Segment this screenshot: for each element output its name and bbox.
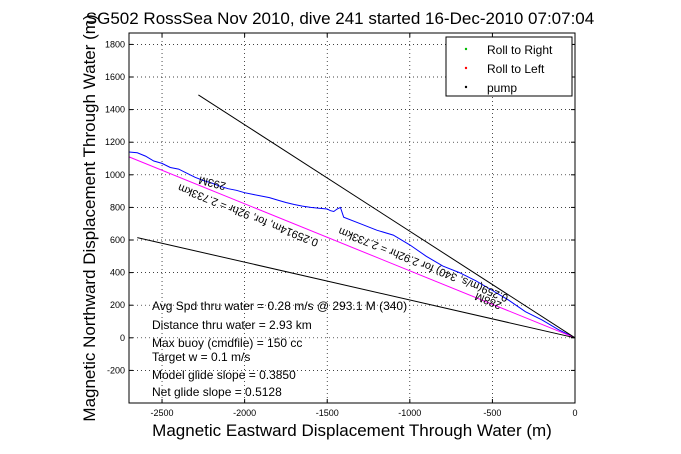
- y-tick-label: 1000: [105, 170, 125, 180]
- y-tick-label: 1600: [105, 72, 125, 82]
- legend-box: [445, 36, 573, 97]
- info-model-glide-slope: Model glide slope = 0.3850: [152, 368, 296, 382]
- y-tick-label: 0: [120, 333, 125, 343]
- info-max-buoy: Max buoy (cmdfile) = 150 cc: [152, 336, 302, 350]
- legend-marker: [464, 66, 468, 70]
- y-tick-label: 1400: [105, 105, 125, 115]
- y-tick-label: 1200: [105, 137, 125, 147]
- y-tick-label: -200: [107, 365, 125, 375]
- y-tick-label: 600: [110, 235, 125, 245]
- legend: Roll to Right Roll to Left pump: [445, 36, 573, 97]
- legend-marker: [464, 47, 468, 51]
- chart-title: SG502 RossSea Nov 2010, dive 241 started…: [86, 9, 594, 28]
- info-avg-speed: Avg Spd thru water = 0.28 m/s @ 293.1 M …: [152, 299, 407, 313]
- info-text-block: Avg Spd thru water = 0.28 m/s @ 293.1 M …: [152, 299, 407, 399]
- legend-label: Roll to Right: [487, 43, 553, 57]
- legend-marker: [464, 85, 468, 89]
- x-tick-label: -1500: [316, 408, 339, 418]
- series-line-0: [128, 151, 576, 339]
- y-tick-label: 400: [110, 268, 125, 278]
- info-net-glide-slope: Net glide slope = 0.5128: [152, 385, 282, 399]
- info-distance: Distance thru water = 2.93 km: [152, 318, 312, 332]
- legend-entries: Roll to Right Roll to Left pump: [464, 43, 553, 95]
- x-tick-label: -2500: [151, 408, 174, 418]
- y-tick-label: 200: [110, 300, 125, 310]
- x-axis-label: Magnetic Eastward Displacement Through W…: [152, 421, 552, 440]
- legend-label: Roll to Left: [487, 62, 545, 76]
- series-line-2: [198, 94, 576, 339]
- axis-ticks: -2500 -2000 -1500 -1000 -500 0-20002004006008…: [105, 33, 578, 418]
- x-tick-label: -2000: [233, 408, 256, 418]
- y-axis-label: Magnetic Northward Displacement Through …: [80, 14, 99, 421]
- x-tick-label: -500: [483, 408, 501, 418]
- info-target-w: Target w = 0.1 m/s: [152, 350, 250, 364]
- series-group: [128, 94, 576, 339]
- x-tick-label: 0: [572, 408, 577, 418]
- y-tick-label: 800: [110, 202, 125, 212]
- plot-area-frame: [128, 32, 576, 404]
- y-tick-label: 1800: [105, 39, 125, 49]
- legend-label: pump: [487, 81, 517, 95]
- series-line-1: [128, 156, 576, 339]
- series-line-3: [137, 237, 576, 339]
- x-tick-label: -1000: [398, 408, 421, 418]
